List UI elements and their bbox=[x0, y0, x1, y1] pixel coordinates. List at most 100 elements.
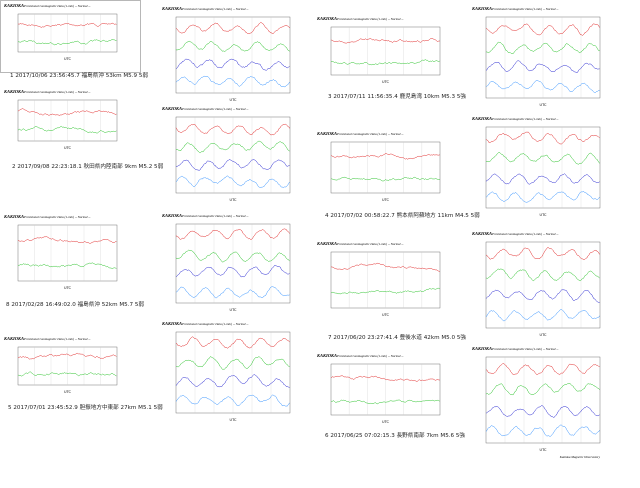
trace bbox=[485, 363, 600, 376]
trace bbox=[485, 191, 600, 203]
trace bbox=[485, 60, 600, 74]
trace bbox=[330, 38, 440, 44]
caption: 2 2017/09/08 22:23:18.1 秋田県内陸南部 9km M5.2… bbox=[12, 162, 164, 170]
trace bbox=[175, 336, 290, 349]
panel-subtitle: Provisional Geomagnetic Data (1-min) -- … bbox=[491, 232, 558, 236]
panel-title: KAKIOKA bbox=[471, 231, 492, 236]
trace bbox=[175, 175, 290, 188]
trace bbox=[485, 404, 600, 418]
panel-subtitle: Provisional Geomagnetic Data (1-min) -- … bbox=[336, 17, 403, 21]
panel-subtitle: Provisional Geomagnetic Data (1-min) -- … bbox=[181, 214, 248, 218]
trace bbox=[485, 289, 600, 303]
x-axis-label: UTC bbox=[540, 103, 547, 107]
trace bbox=[330, 59, 440, 66]
trace bbox=[175, 286, 290, 299]
panel-subtitle: Provisional Geomagnetic Data (1-min) -- … bbox=[491, 7, 558, 11]
trace bbox=[330, 399, 440, 405]
panel-subtitle: Provisional Geomagnetic Data (1-min) -- … bbox=[23, 4, 90, 8]
x-axis-label: UTC bbox=[540, 448, 547, 452]
panel-title: KAKIOKA bbox=[471, 346, 492, 351]
x-axis-label: UTC bbox=[382, 80, 389, 84]
trace bbox=[485, 383, 600, 396]
trace bbox=[17, 262, 117, 270]
trace bbox=[175, 75, 290, 88]
panel-title: KAKIOKA bbox=[316, 131, 337, 136]
trace bbox=[175, 123, 290, 136]
x-axis-label: UTC bbox=[230, 308, 237, 312]
panel-title: KAKIOKA bbox=[3, 3, 24, 8]
caption: 1 2017/10/06 23:56:45.7 福島県沖 53km M5.9 5… bbox=[10, 71, 148, 79]
trace bbox=[175, 40, 290, 52]
panel-title: KAKIOKA bbox=[316, 241, 337, 246]
trace bbox=[175, 58, 290, 71]
trace bbox=[485, 131, 600, 145]
caption: 4 2017/07/02 00:58:22.7 熊本県阿蘇地方 11km M4.… bbox=[325, 211, 480, 219]
trace bbox=[330, 287, 440, 295]
panel-subtitle: Provisional Geomagnetic Data (1-min) -- … bbox=[181, 107, 248, 111]
panel-subtitle: Provisional Geomagnetic Data (1-min) -- … bbox=[491, 347, 558, 351]
trace bbox=[17, 108, 117, 116]
panel-title: KAKIOKA bbox=[161, 106, 182, 111]
trace bbox=[330, 262, 440, 273]
trace bbox=[485, 173, 600, 185]
trace bbox=[17, 236, 117, 244]
trace bbox=[17, 39, 117, 46]
panel-title: KAKIOKA bbox=[3, 214, 24, 219]
trace bbox=[485, 309, 600, 322]
trace bbox=[485, 152, 600, 165]
trace bbox=[485, 80, 600, 93]
trace bbox=[17, 22, 117, 28]
trace bbox=[330, 176, 440, 182]
x-axis-label: UTC bbox=[382, 198, 389, 202]
panel-title: KAKIOKA bbox=[3, 336, 24, 341]
caption: 5 2017/07/01 23:45:52.9 胆振地方中東部 27km M5.… bbox=[8, 403, 163, 411]
trace bbox=[176, 265, 290, 278]
panel-title: KAKIOKA bbox=[316, 353, 337, 358]
trace bbox=[485, 247, 600, 260]
x-axis-label: UTC bbox=[64, 286, 71, 290]
panel-subtitle: Provisional Geomagnetic Data (1-min) -- … bbox=[336, 242, 403, 246]
panel-title: KAKIOKA bbox=[161, 213, 182, 218]
caption: 6 2017/06/25 07:02:15.3 長野県南部 7km M5.6 5… bbox=[325, 431, 465, 439]
trace bbox=[175, 394, 290, 407]
trace bbox=[176, 140, 290, 154]
panel-subtitle: Provisional Geomagnetic Data (1-min) -- … bbox=[23, 90, 90, 94]
panel-title: KAKIOKA bbox=[471, 116, 492, 121]
caption: 7 2017/06/20 23:27:41.4 豊後水道 42km M5.0 5… bbox=[328, 333, 466, 341]
trace bbox=[330, 375, 440, 382]
x-axis-label: UTC bbox=[230, 418, 237, 422]
trace bbox=[485, 41, 600, 54]
panel-subtitle: Provisional Geomagnetic Data (1-min) -- … bbox=[491, 117, 558, 121]
panel-title: KAKIOKA bbox=[161, 6, 182, 11]
x-axis-label: UTC bbox=[382, 313, 389, 317]
panel-subtitle: Provisional Geomagnetic Data (1-min) -- … bbox=[336, 354, 403, 358]
panel-border bbox=[0, 0, 141, 73]
panel-title: KAKIOKA bbox=[161, 321, 182, 326]
caption: 8 2017/02/28 16:49:02.0 福島県沖 52km M5.7 5… bbox=[6, 300, 144, 308]
panel-subtitle: Provisional Geomagnetic Data (1-min) -- … bbox=[336, 132, 403, 136]
panel-title: KAKIOKA bbox=[316, 16, 337, 21]
panel-title: KAKIOKA bbox=[3, 89, 24, 94]
trace bbox=[17, 371, 117, 377]
panel-subtitle: Provisional Geomagnetic Data (1-min) -- … bbox=[23, 215, 90, 219]
footer: Kakioka Magnetic Observatory bbox=[559, 455, 601, 459]
x-axis-label: UTC bbox=[540, 213, 547, 217]
x-axis-label: UTC bbox=[230, 198, 237, 202]
x-axis-label: UTC bbox=[382, 420, 389, 424]
caption: 3 2017/07/11 11:56:35.4 鹿児島湾 10km M5.3 5… bbox=[328, 92, 466, 100]
x-axis-label: UTC bbox=[230, 98, 237, 102]
panel-title: KAKIOKA bbox=[471, 6, 492, 11]
trace bbox=[17, 352, 117, 360]
panel-subtitle: Provisional Geomagnetic Data (1-min) -- … bbox=[181, 322, 248, 326]
x-axis-label: UTC bbox=[540, 333, 547, 337]
trace bbox=[175, 374, 290, 388]
x-axis-label: UTC bbox=[64, 146, 71, 150]
x-axis-label: UTC bbox=[64, 57, 71, 61]
panel-subtitle: Provisional Geomagnetic Data (1-min) -- … bbox=[181, 7, 248, 11]
x-axis-label: UTC bbox=[64, 390, 71, 394]
trace bbox=[485, 268, 600, 282]
panel-subtitle: Provisional Geomagnetic Data (1-min) -- … bbox=[23, 337, 90, 341]
trace bbox=[175, 356, 290, 370]
